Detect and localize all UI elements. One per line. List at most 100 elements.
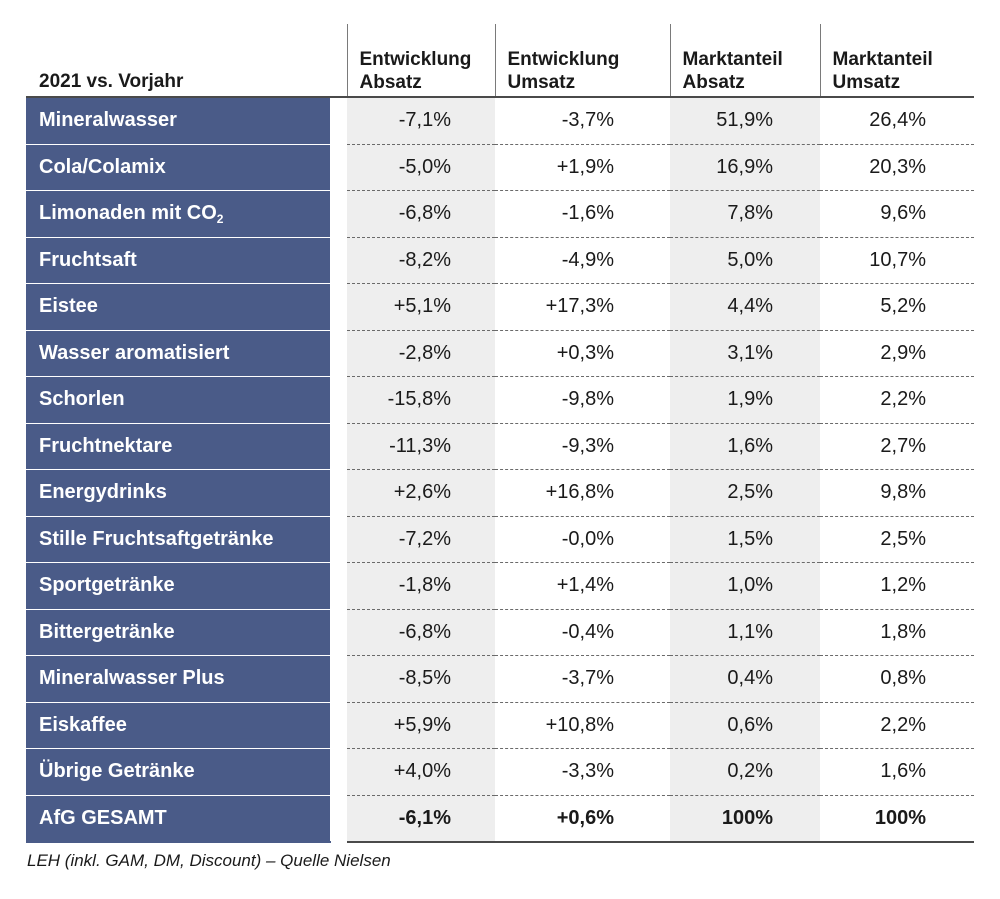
cell-marktanteil-absatz: 1,6%	[670, 423, 820, 470]
header-entwicklung-absatz: Entwicklung Absatz	[346, 24, 495, 98]
cell-entwicklung-absatz: -7,2%	[347, 516, 495, 563]
table-row: Sportgetränke -1,8% +1,4% 1,0% 1,2%	[26, 562, 974, 610]
cell-marktanteil-absatz: 51,9%	[670, 97, 820, 145]
table-total-row: AfG GESAMT -6,1% +0,6% 100% 100%	[26, 795, 974, 843]
table-row: Fruchtsaft -8,2% -4,9% 5,0% 10,7%	[26, 237, 974, 284]
cell-marktanteil-absatz: 1,5%	[670, 516, 820, 563]
cell-entwicklung-umsatz: +1,4%	[495, 562, 670, 610]
row-label-text: Eiskaffee	[39, 713, 127, 736]
table-row: Übrige Getränke +4,0% -3,3% 0,2% 1,6%	[26, 748, 974, 796]
cell-entwicklung-umsatz: +16,8%	[495, 469, 670, 517]
cell-marktanteil-umsatz: 0,8%	[820, 655, 974, 703]
cell-entwicklung-umsatz: -3,3%	[495, 748, 670, 796]
cell-entwicklung-absatz: -15,8%	[347, 376, 495, 424]
row-gap	[330, 516, 347, 563]
cell-marktanteil-absatz: 7,8%	[670, 190, 820, 238]
cell-entwicklung-umsatz: -4,9%	[495, 237, 670, 284]
table-row: Cola/Colamix -5,0% +1,9% 16,9% 20,3%	[26, 144, 974, 191]
cell-entwicklung-absatz: -6,8%	[347, 609, 495, 656]
row-label: Sportgetränke	[26, 562, 331, 610]
cell-marktanteil-absatz: 0,4%	[670, 655, 820, 703]
row-label-text: Sportgetränke	[39, 574, 175, 597]
row-label: Bittergetränke	[26, 609, 331, 656]
cell-entwicklung-absatz: -6,1%	[347, 795, 495, 843]
cell-marktanteil-umsatz: 9,8%	[820, 469, 974, 517]
row-gap	[330, 237, 347, 284]
cell-entwicklung-absatz: -7,1%	[347, 97, 495, 145]
cell-entwicklung-umsatz: -3,7%	[495, 655, 670, 703]
cell-marktanteil-absatz: 0,2%	[670, 748, 820, 796]
table-row: Stille Fruchtsaftgetränke -7,2% -0,0% 1,5% 2…	[26, 516, 974, 563]
table-row: Mineralwasser Plus -8,5% -3,7% 0,4% 0,8%	[26, 655, 974, 703]
row-label: AfG GESAMT	[26, 795, 331, 843]
cell-marktanteil-absatz: 3,1%	[670, 330, 820, 377]
row-label-text: Fruchtnektare	[39, 434, 173, 457]
cell-marktanteil-umsatz: 9,6%	[820, 190, 974, 238]
cell-entwicklung-absatz: -1,8%	[347, 562, 495, 610]
cell-marktanteil-absatz: 4,4%	[670, 283, 820, 331]
table-row: Fruchtnektare -11,3% -9,3% 1,6% 2,7%	[26, 423, 974, 470]
table-row: Wasser aromatisiert -2,8% +0,3% 3,1% 2,9%	[26, 330, 974, 377]
header-line: Umsatz	[832, 72, 901, 93]
cell-entwicklung-umsatz: +0,6%	[495, 795, 670, 843]
row-label: Energydrinks	[26, 469, 331, 517]
cell-entwicklung-umsatz: -9,8%	[495, 376, 670, 424]
corner-header: 2021 vs. Vorjahr	[26, 24, 330, 98]
row-label: Limonaden mit CO2	[26, 190, 331, 238]
source-footnote: LEH (inkl. GAM, DM, Discount) – Quelle N…	[27, 851, 391, 870]
table-row: Energydrinks +2,6% +16,8% 2,5% 9,8%	[26, 469, 974, 517]
row-gap	[330, 609, 347, 656]
row-label-text: Eistee	[39, 295, 98, 318]
cell-entwicklung-umsatz: +0,3%	[495, 330, 670, 377]
market-table-container: 2021 vs. Vorjahr Entwicklung Absatz Entw…	[26, 24, 974, 843]
cell-marktanteil-umsatz: 20,3%	[820, 144, 974, 191]
row-gap	[330, 423, 347, 470]
cell-entwicklung-umsatz: +10,8%	[495, 702, 670, 749]
row-label: Eiskaffee	[26, 702, 331, 749]
row-gap	[330, 702, 347, 749]
cell-entwicklung-absatz: -8,5%	[347, 655, 495, 703]
row-gap	[330, 97, 347, 144]
cell-marktanteil-umsatz: 2,2%	[820, 702, 974, 749]
header-line: Absatz	[682, 72, 745, 93]
row-gap	[330, 283, 347, 330]
row-gap	[330, 655, 347, 702]
cell-marktanteil-umsatz: 1,2%	[820, 562, 974, 610]
table-header-row: 2021 vs. Vorjahr Entwicklung Absatz Entw…	[26, 24, 974, 98]
table-row: Limonaden mit CO2 -6,8% -1,6% 7,8% 9,6%	[26, 190, 974, 238]
cell-entwicklung-absatz: -11,3%	[347, 423, 495, 470]
cell-marktanteil-absatz: 5,0%	[670, 237, 820, 284]
row-label: Schorlen	[26, 376, 331, 424]
table-row: Eistee +5,1% +17,3% 4,4% 5,2%	[26, 283, 974, 331]
row-gap	[330, 795, 347, 842]
header-line: Entwicklung	[359, 49, 472, 70]
row-label: Mineralwasser	[26, 97, 331, 145]
row-gap	[330, 469, 347, 516]
table-row: Mineralwasser -7,1% -3,7% 51,9% 26,4%	[26, 97, 974, 145]
cell-marktanteil-umsatz: 1,8%	[820, 609, 974, 656]
cell-marktanteil-umsatz: 2,2%	[820, 376, 974, 424]
table-row: Schorlen -15,8% -9,8% 1,9% 2,2%	[26, 376, 974, 424]
header-line: Umsatz	[507, 72, 576, 93]
cell-entwicklung-umsatz: -1,6%	[495, 190, 670, 238]
cell-marktanteil-umsatz: 100%	[820, 795, 974, 843]
row-label-text: Mineralwasser	[39, 109, 177, 132]
cell-marktanteil-absatz: 1,9%	[670, 376, 820, 424]
cell-entwicklung-absatz: -5,0%	[347, 144, 495, 191]
cell-marktanteil-absatz: 16,9%	[670, 144, 820, 191]
cell-marktanteil-umsatz: 10,7%	[820, 237, 974, 284]
header-line: Entwicklung	[507, 49, 620, 70]
row-gap	[330, 748, 347, 795]
header-marktanteil-umsatz: Marktanteil Umsatz	[819, 24, 974, 98]
row-label: Eistee	[26, 283, 331, 331]
cell-entwicklung-umsatz: +17,3%	[495, 283, 670, 331]
cell-marktanteil-absatz: 1,0%	[670, 562, 820, 610]
row-gap	[330, 144, 347, 191]
row-label-text: Energydrinks	[39, 481, 167, 504]
row-label-text: Fruchtsaft	[39, 248, 137, 271]
cell-marktanteil-umsatz: 2,7%	[820, 423, 974, 470]
table-row: Bittergetränke -6,8% -0,4% 1,1% 1,8%	[26, 609, 974, 656]
header-gap	[330, 24, 347, 98]
table-row: Eiskaffee +5,9% +10,8% 0,6% 2,2%	[26, 702, 974, 749]
cell-entwicklung-absatz: +5,9%	[347, 702, 495, 749]
